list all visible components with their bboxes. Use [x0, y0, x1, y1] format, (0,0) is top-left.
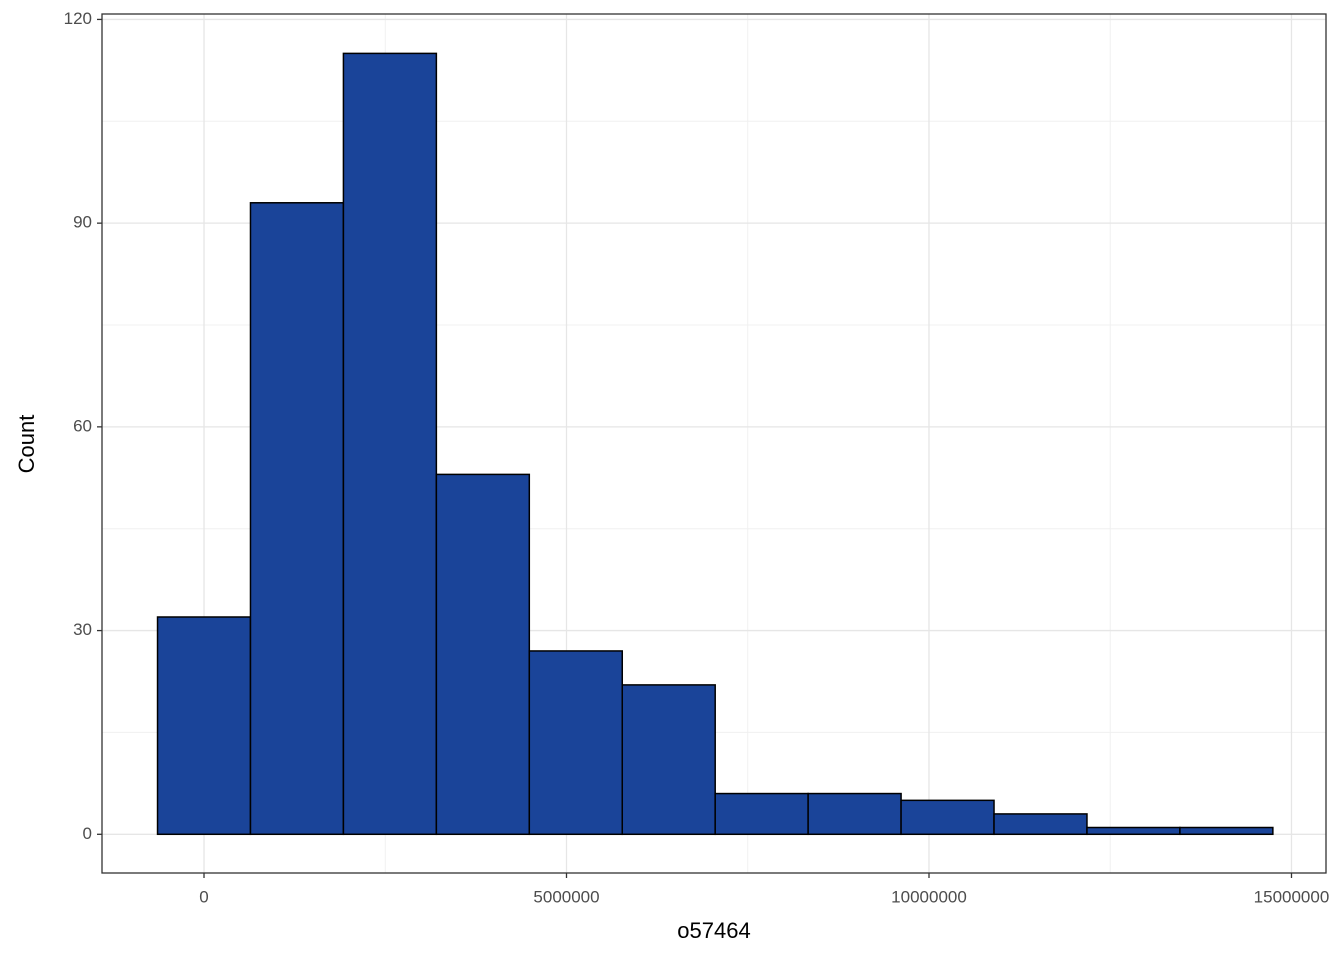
panel-border — [101, 13, 1327, 874]
y-tick-label: 0 — [83, 824, 92, 843]
x-tick-label: 5000000 — [533, 887, 599, 906]
bar — [621, 684, 716, 836]
y-tick-label: 120 — [64, 9, 92, 28]
y-tick-label: 30 — [73, 620, 92, 639]
bar — [993, 813, 1088, 836]
bar — [714, 792, 809, 836]
x-tick-label: 0 — [199, 887, 208, 906]
bar — [249, 202, 345, 836]
bar — [1179, 826, 1274, 836]
bar — [528, 650, 624, 836]
y-axis-title: Count — [14, 415, 39, 474]
bar — [807, 792, 902, 836]
x-tick-label: 15000000 — [1254, 887, 1330, 906]
bar — [900, 799, 995, 836]
y-tick-label: 60 — [73, 416, 92, 435]
y-tick-label: 90 — [73, 213, 92, 232]
bar — [1086, 826, 1181, 836]
x-axis-title: o57464 — [677, 918, 750, 943]
bar — [156, 616, 252, 836]
bar — [342, 52, 438, 836]
x-tick-label: 10000000 — [891, 887, 967, 906]
bar — [435, 473, 531, 836]
